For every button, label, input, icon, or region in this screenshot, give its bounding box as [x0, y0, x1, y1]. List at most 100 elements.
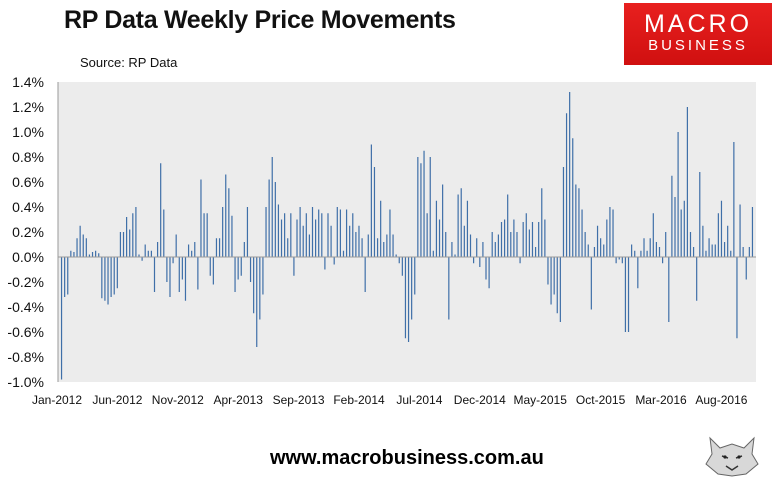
x-tick-label: Apr-2013 — [214, 393, 264, 407]
bar — [507, 194, 509, 257]
bar — [699, 172, 701, 257]
bar — [730, 250, 732, 257]
bar — [739, 204, 741, 257]
bar — [482, 242, 484, 257]
bar — [572, 138, 574, 257]
x-tick-label: Sep-2013 — [273, 393, 325, 407]
bar — [578, 188, 580, 257]
bar — [522, 222, 524, 257]
bar — [79, 225, 81, 257]
bar — [268, 179, 270, 257]
bar — [702, 225, 704, 257]
bar — [649, 238, 651, 257]
bar — [519, 257, 521, 264]
bar — [609, 207, 611, 257]
bar — [652, 213, 654, 257]
x-tick-label: Nov-2012 — [152, 393, 204, 407]
bar — [60, 257, 63, 380]
bar — [104, 257, 106, 301]
x-tick-label: Dec-2014 — [454, 393, 506, 407]
bar — [677, 132, 679, 257]
bar — [70, 250, 72, 257]
bar — [287, 238, 289, 257]
y-axis-labels: -1.0% -0.8% -0.6% -0.4% -0.2% 0.0% 0.2% 0.4% 0.6… — [7, 74, 44, 390]
bar — [370, 144, 372, 257]
bar — [587, 244, 589, 257]
bar — [544, 219, 546, 257]
bar — [215, 238, 218, 257]
bar — [727, 225, 729, 257]
y-tick-label: -0.4% — [7, 299, 44, 315]
bar — [723, 242, 726, 257]
bar — [596, 225, 599, 257]
bar — [175, 234, 177, 257]
x-tick-label: Jul-2014 — [396, 393, 442, 407]
y-tick-label: -0.8% — [7, 349, 44, 365]
bar — [435, 200, 438, 257]
bar — [147, 250, 149, 257]
bar — [197, 257, 199, 290]
bar — [324, 257, 326, 270]
bar — [352, 213, 354, 257]
bar — [330, 225, 332, 257]
logo-line2: BUSINESS — [648, 37, 748, 54]
bar — [318, 209, 320, 257]
bar — [553, 257, 555, 295]
bar — [296, 219, 298, 257]
bar — [237, 257, 239, 280]
bar — [590, 257, 592, 310]
bar — [692, 247, 695, 257]
bar — [689, 232, 692, 257]
bar — [745, 257, 747, 280]
bar — [414, 257, 416, 295]
bar — [76, 238, 78, 257]
bar — [643, 238, 645, 257]
bar — [627, 257, 630, 332]
bar — [88, 254, 91, 257]
bar — [510, 232, 512, 257]
bar — [686, 107, 688, 257]
bar — [299, 207, 301, 257]
bar — [222, 207, 224, 257]
bar — [603, 244, 605, 257]
wolf-mascot-icon — [702, 434, 762, 478]
bar — [367, 234, 369, 257]
bar — [163, 209, 165, 257]
bar — [85, 238, 87, 257]
x-tick-label: Mar-2016 — [635, 393, 687, 407]
bar — [445, 232, 447, 257]
bar — [98, 253, 100, 257]
bar — [166, 257, 168, 282]
bar — [73, 252, 75, 257]
y-tick-label: 0.2% — [12, 224, 44, 240]
bar — [169, 257, 171, 297]
bar — [751, 207, 754, 257]
bar — [383, 242, 385, 257]
bar — [218, 238, 221, 257]
bar — [315, 219, 317, 257]
bar — [305, 213, 307, 257]
bar — [265, 207, 267, 257]
bar — [126, 217, 128, 257]
bar — [742, 247, 744, 257]
y-tick-label: -0.6% — [7, 324, 44, 340]
bar — [308, 234, 311, 257]
bar — [680, 209, 682, 257]
bar — [160, 163, 162, 257]
bar — [302, 225, 304, 257]
y-tick-label: 1.4% — [12, 74, 44, 90]
bar — [398, 257, 400, 264]
bar — [178, 257, 180, 292]
bar — [485, 257, 487, 280]
bar — [534, 247, 537, 257]
bar — [736, 257, 738, 339]
bar — [429, 157, 431, 257]
bar — [600, 238, 602, 257]
chart-title: RP Data Weekly Price Movements — [64, 6, 456, 34]
bar — [404, 257, 407, 339]
bar — [426, 213, 428, 257]
bar — [339, 209, 341, 257]
bar — [705, 250, 707, 257]
bar — [358, 225, 360, 257]
y-tick-label: 1.0% — [12, 124, 44, 140]
